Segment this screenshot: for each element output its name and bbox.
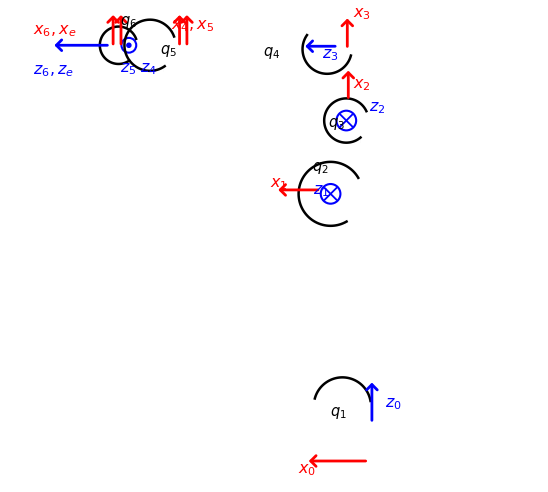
Text: $z_3$: $z_3$ (322, 46, 339, 63)
Circle shape (127, 43, 131, 47)
Text: $q_1$: $q_1$ (329, 405, 346, 421)
Text: $z_1$: $z_1$ (313, 182, 330, 199)
Text: $q_6$: $q_6$ (121, 14, 138, 30)
Text: $x_1$: $x_1$ (270, 175, 288, 192)
Text: $z_0$: $z_0$ (385, 395, 402, 412)
Text: $x_0$: $x_0$ (298, 461, 316, 478)
Circle shape (321, 184, 340, 204)
Text: $z_4$: $z_4$ (140, 60, 157, 77)
Text: $x_3$: $x_3$ (353, 5, 371, 23)
Text: $z_5$: $z_5$ (119, 60, 136, 77)
Text: $q_5$: $q_5$ (160, 43, 177, 59)
Circle shape (122, 38, 136, 53)
Text: $x_2$: $x_2$ (353, 76, 370, 93)
Text: $q_2$: $q_2$ (312, 160, 329, 176)
Text: $q_3$: $q_3$ (328, 116, 345, 132)
Text: $q_4$: $q_4$ (262, 45, 280, 61)
Text: $x_6,x_e$: $x_6,x_e$ (33, 22, 76, 39)
Circle shape (336, 111, 356, 130)
Text: $x_4,x_5$: $x_4,x_5$ (171, 17, 214, 34)
Text: $z_6,z_e$: $z_6,z_e$ (33, 62, 74, 80)
Text: $z_2$: $z_2$ (369, 99, 385, 116)
